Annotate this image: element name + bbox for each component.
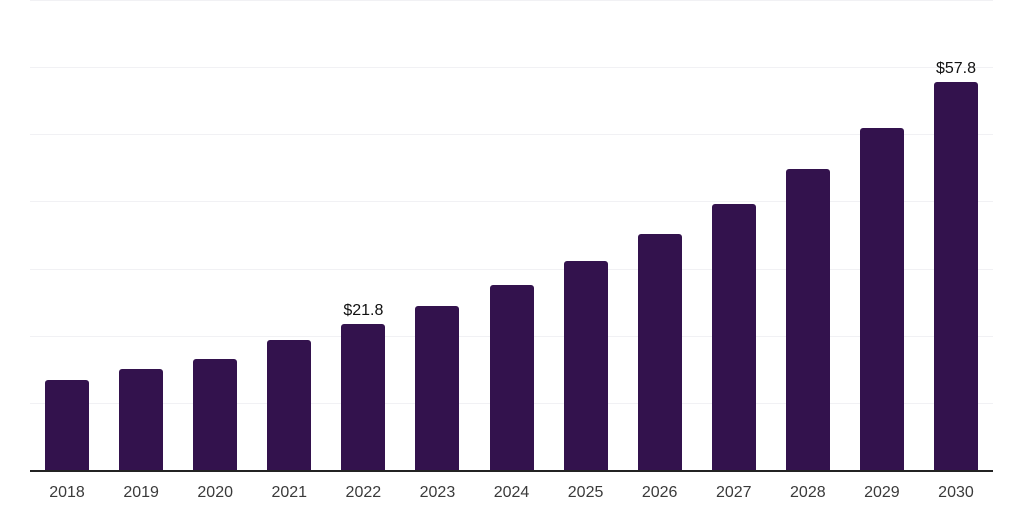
x-tick-label-2023: 2023 bbox=[419, 484, 456, 501]
gridline bbox=[30, 134, 993, 136]
bar-2018 bbox=[45, 380, 90, 470]
x-tick-label-2026: 2026 bbox=[641, 484, 678, 501]
bar-2024 bbox=[489, 285, 534, 470]
bar-series: $21.8 $57.8 bbox=[30, 0, 993, 470]
plot-area: $21.8 $57.8 bbox=[30, 0, 993, 472]
gridline bbox=[30, 268, 993, 270]
bar-2025 bbox=[563, 261, 608, 470]
x-axis-labels: 2018 2019 2020 2021 2022 2023 2024 2025 2026 2027… bbox=[30, 485, 993, 501]
x-tick-label-2029: 2029 bbox=[864, 484, 900, 501]
x-tick-label-2021: 2021 bbox=[271, 484, 308, 501]
bar-2022: $21.8 bbox=[341, 303, 386, 470]
bar-slot-2024 bbox=[474, 0, 548, 470]
bar-slot-2019 bbox=[104, 0, 178, 470]
bar-slot-2022: $21.8 bbox=[326, 0, 400, 470]
bar-slot-2027 bbox=[697, 0, 771, 470]
bar-slot-2018 bbox=[30, 0, 104, 470]
x-tick-label-2022: 2022 bbox=[345, 484, 382, 501]
bar-value-label-2022: $21.8 bbox=[343, 302, 384, 319]
gridline bbox=[30, 0, 993, 1]
x-tick-label-2025: 2025 bbox=[567, 484, 604, 501]
x-tick-label-2024: 2024 bbox=[493, 484, 530, 501]
x-tick-label-2018: 2018 bbox=[49, 484, 85, 501]
bar-slot-2029 bbox=[845, 0, 919, 470]
x-tick-label-2020: 2020 bbox=[197, 484, 233, 501]
bar-2026 bbox=[637, 234, 682, 470]
bar-2030: $57.8 bbox=[933, 61, 978, 470]
x-tick-label-2027: 2027 bbox=[715, 484, 752, 501]
bar-value-label-2030: $57.8 bbox=[935, 60, 976, 77]
x-tick-label-2019: 2019 bbox=[123, 484, 159, 501]
bar-slot-2020 bbox=[178, 0, 252, 470]
gridline bbox=[30, 67, 993, 69]
bar-slot-2026 bbox=[623, 0, 697, 470]
bar-2029 bbox=[859, 128, 904, 470]
x-tick-label-2028: 2028 bbox=[790, 484, 826, 501]
bar-slot-2021 bbox=[252, 0, 326, 470]
bar-slot-2023 bbox=[400, 0, 474, 470]
bar-slot-2028 bbox=[771, 0, 845, 470]
bar-slot-2030: $57.8 bbox=[919, 0, 993, 470]
bar-2021 bbox=[267, 340, 312, 470]
x-tick-label-2030: 2030 bbox=[938, 484, 974, 501]
bar-2019 bbox=[119, 369, 164, 470]
bar-2028 bbox=[785, 169, 830, 470]
bar-2023 bbox=[415, 306, 460, 470]
gridline bbox=[30, 201, 993, 203]
bar-2020 bbox=[193, 359, 238, 470]
bar-slot-2025 bbox=[549, 0, 623, 470]
bar-2027 bbox=[711, 204, 756, 470]
